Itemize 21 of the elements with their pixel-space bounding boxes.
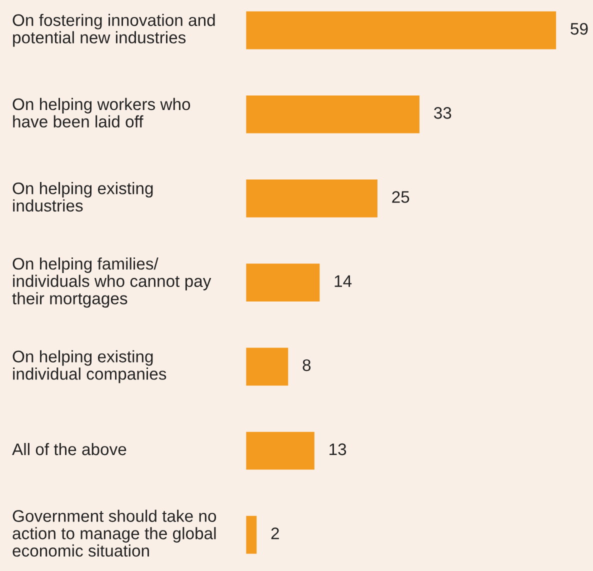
bar: [246, 348, 288, 386]
bar: [246, 516, 257, 554]
bar: [246, 264, 320, 302]
bar: [246, 95, 420, 134]
data-label: 25: [392, 191, 410, 203]
bar: [246, 432, 314, 470]
data-label: 14: [334, 275, 352, 287]
data-label: 8: [302, 359, 311, 372]
bar: [246, 180, 378, 218]
bar: [246, 11, 556, 50]
data-label: 2: [271, 528, 279, 540]
y-tick-label: On helping existing individual companies: [12, 350, 166, 384]
data-label: 33: [434, 107, 452, 119]
y-tick-label: On helping families/ individuals who cannot pay their mortgages: [12, 257, 212, 308]
y-tick-label: Government should take no action to manage the global economic situation: [12, 510, 216, 557]
y-tick-label: On helping existing industries: [12, 182, 153, 212]
y-tick-label: All of the above: [12, 442, 126, 456]
y-tick-label: On helping workers who have been laid off: [12, 98, 190, 128]
data-label: 13: [330, 443, 346, 456]
y-tick-label: On fostering innovation and potential new industries: [12, 14, 215, 47]
data-label: 59: [570, 22, 588, 35]
